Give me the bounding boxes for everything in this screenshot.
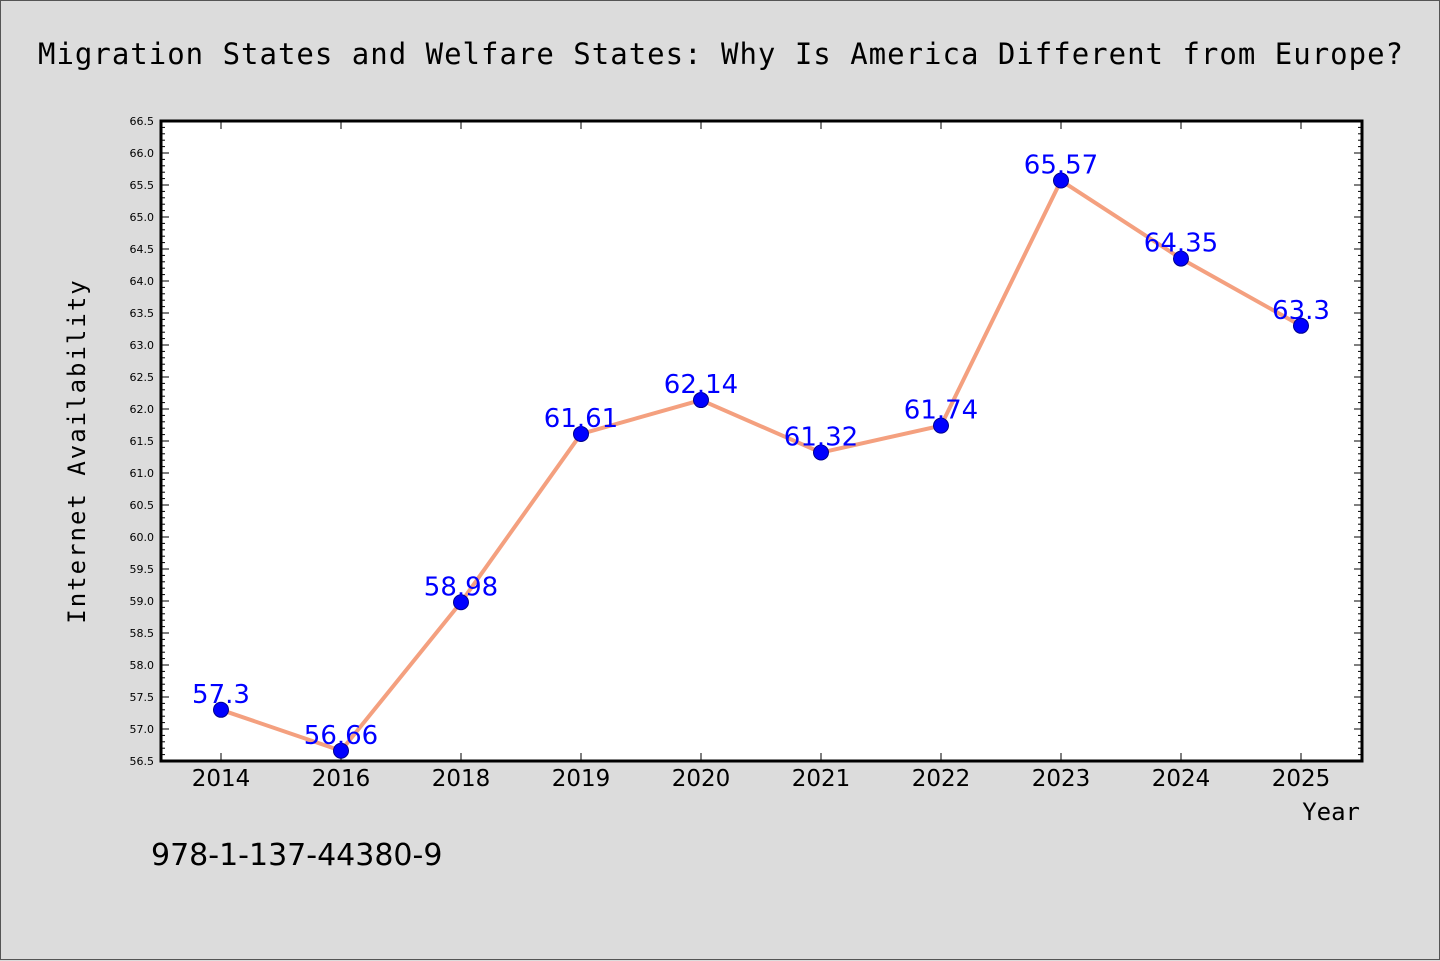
y-tick-label: 64.0	[130, 275, 155, 288]
x-tick-label: 2022	[912, 766, 971, 792]
data-point	[1173, 250, 1189, 267]
series-line-group	[219, 178, 1303, 753]
x-axis-label: Year	[1302, 798, 1360, 826]
y-tick-label: 66.5	[130, 115, 155, 128]
data-label: 57.3	[192, 680, 250, 710]
x-tick-label: 2018	[432, 766, 491, 792]
y-tick-label: 63.0	[130, 339, 155, 352]
data-label: 62.14	[664, 370, 738, 400]
y-tick-label: 59.5	[130, 563, 155, 576]
x-tick-label: 2021	[792, 766, 851, 792]
data-label: 61.74	[904, 396, 978, 426]
plot-border	[159, 119, 1364, 763]
x-tick-label: 2023	[1032, 766, 1091, 792]
data-labels-group: 57.3 56.66 58.98 61.61 62.14 61.32 61.74 65.57 6…	[192, 151, 1330, 751]
x-tick-label: 2024	[1152, 766, 1211, 792]
y-tick-label: 64.5	[130, 243, 155, 256]
y-tick-label: 58.5	[130, 627, 155, 640]
data-point	[1293, 317, 1309, 334]
data-label: 63.3	[1272, 296, 1330, 326]
series-points-group	[213, 172, 1309, 759]
x-tick-label: 2016	[312, 766, 371, 792]
isbn-annotation: 978-1-137-44380-9	[151, 838, 442, 873]
x-tick-label: 2020	[672, 766, 731, 792]
y-tick-label: 61.5	[130, 435, 155, 448]
y-tick-label: 65.5	[130, 179, 155, 192]
y-axis-ticks: 56.5 57.0 57.5 58.0 58.5 59.0 59.5 60.0 60.5 61.0…	[130, 115, 1362, 768]
x-tick-label: 2025	[1272, 766, 1331, 792]
y-tick-label: 62.0	[130, 403, 155, 416]
data-point	[813, 444, 829, 461]
data-label: 65.57	[1024, 151, 1098, 181]
data-label: 56.66	[304, 721, 378, 751]
data-point	[213, 701, 229, 718]
x-tick-label: 2019	[552, 766, 611, 792]
series-line	[219, 178, 1303, 753]
y-tick-label: 59.0	[130, 595, 155, 608]
y-tick-label: 58.0	[130, 659, 155, 672]
x-tick-label: 2014	[192, 766, 251, 792]
y-tick-label: 65.0	[130, 211, 155, 224]
data-label: 61.32	[784, 423, 858, 453]
data-label: 58.98	[424, 572, 498, 602]
y-tick-label: 63.5	[130, 307, 155, 320]
data-point	[573, 425, 589, 442]
data-point	[453, 594, 469, 611]
chart-title: Migration States and Welfare States: Why…	[38, 37, 1404, 71]
y-tick-label: 56.5	[130, 755, 155, 768]
y-tick-label: 66.0	[130, 147, 155, 160]
data-label: 64.35	[1144, 229, 1218, 259]
data-point	[933, 417, 949, 434]
data-point	[1053, 172, 1069, 189]
data-point	[693, 392, 709, 409]
data-point	[333, 742, 349, 759]
y-tick-label: 57.0	[130, 723, 155, 736]
y-tick-label: 62.5	[130, 371, 155, 384]
y-tick-label: 60.0	[130, 531, 155, 544]
y-tick-label: 60.5	[130, 499, 155, 512]
y-tick-label: 61.0	[130, 467, 155, 480]
y-tick-label: 57.5	[130, 691, 155, 704]
plot-area	[161, 121, 1362, 761]
data-label: 61.61	[544, 404, 618, 434]
y-axis-label: Internet Availability	[63, 278, 91, 623]
